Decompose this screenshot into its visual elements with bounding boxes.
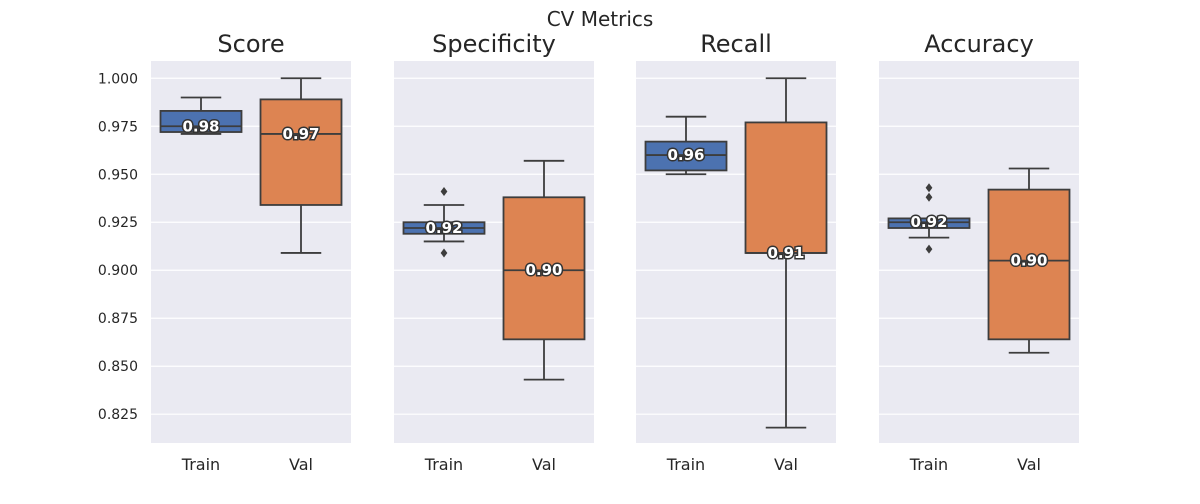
box-val: 0.91: [744, 77, 828, 429]
y-tick-label: 0.975: [98, 119, 138, 135]
outlier-point: [440, 187, 448, 197]
panel-title: Recall: [700, 30, 772, 58]
y-tick-label: 1.000: [98, 71, 138, 87]
y-tick-label: 0.825: [98, 407, 138, 423]
box-iqr: [887, 217, 971, 229]
median-value-label: 0.90: [525, 261, 562, 279]
box-train: 0.92: [887, 183, 971, 254]
box-iqr: [259, 98, 343, 206]
y-tick-label: 0.950: [98, 167, 138, 183]
y-tick-label: 0.925: [98, 215, 138, 231]
panel-accuracy: Accuracy 0.92 Train 0.90 Val: [879, 30, 1079, 474]
median-value-label: 0.97: [282, 125, 319, 143]
x-tick-label: Train: [909, 455, 948, 474]
box-val: 0.97: [259, 77, 343, 254]
figure-title: CV Metrics: [547, 7, 654, 31]
median-value-label: 0.92: [910, 213, 947, 231]
median-value-label: 0.92: [425, 219, 462, 237]
x-tick-label: Train: [424, 455, 463, 474]
median-value-label: 0.90: [1010, 252, 1047, 270]
panel-title: Specificity: [432, 30, 556, 58]
x-tick-label: Val: [289, 455, 313, 474]
y-tick-label: 0.850: [98, 359, 138, 375]
x-tick-label: Val: [1017, 455, 1041, 474]
outlier-point: [925, 192, 933, 202]
panel-title: Score: [217, 30, 284, 58]
box-iqr: [644, 140, 728, 172]
median-value-label: 0.96: [667, 146, 704, 164]
outlier-point: [925, 183, 933, 193]
x-tick-label: Train: [666, 455, 705, 474]
box-train: 0.96: [644, 115, 728, 176]
outlier-point: [440, 248, 448, 258]
box-iqr: [502, 196, 586, 341]
y-tick-label: 0.900: [98, 263, 138, 279]
x-tick-label: Val: [774, 455, 798, 474]
box-val: 0.90: [502, 159, 586, 381]
panel-recall: Recall 0.96 Train 0.91 Val: [636, 30, 836, 474]
y-tick-label: 0.875: [98, 311, 138, 327]
box-iqr: [744, 121, 828, 254]
box-train: 0.92: [402, 187, 486, 258]
median-value-label: 0.91: [767, 244, 804, 262]
panel-score: Score 0.825 0.850 0.875 0.900 0.925 0.950 0.975…: [98, 30, 351, 474]
box-train: 0.98: [159, 96, 243, 137]
x-tick-label: Train: [181, 455, 220, 474]
outlier-point: [925, 244, 933, 254]
box-iqr: [987, 188, 1071, 341]
panel-specificity: Specificity 0.92 Train 0.90 Val: [394, 30, 594, 474]
box-val: 0.90: [987, 167, 1071, 354]
median-value-label: 0.98: [182, 117, 219, 135]
panel-title: Accuracy: [924, 30, 1034, 58]
x-tick-label: Val: [532, 455, 556, 474]
